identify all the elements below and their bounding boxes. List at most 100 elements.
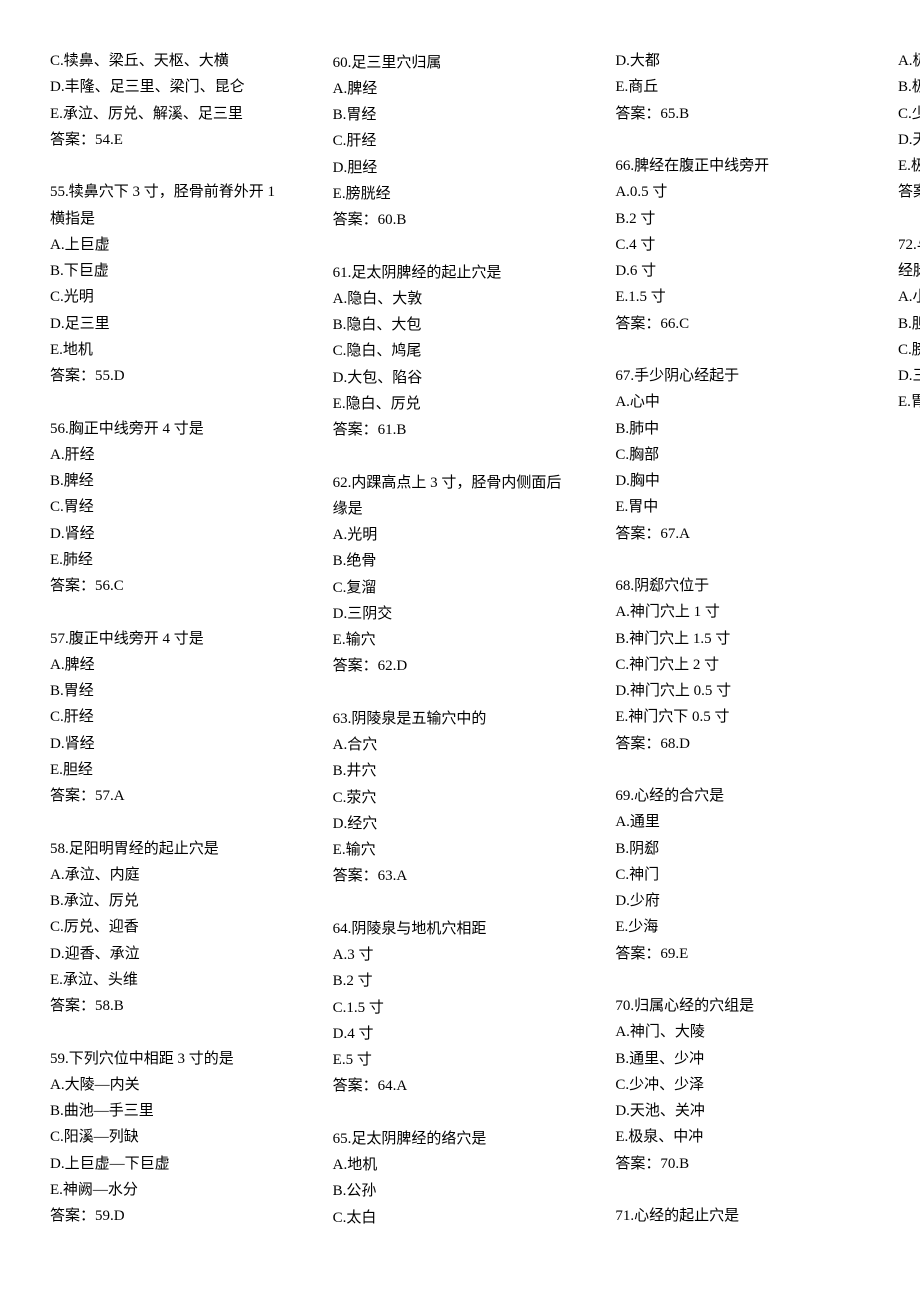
text-line: D.上巨虚—下巨虚 bbox=[50, 1151, 305, 1177]
text-line: C.少冲、少泽 bbox=[615, 1072, 870, 1098]
blank-line bbox=[615, 127, 870, 153]
text-line: C.太白 bbox=[333, 1205, 588, 1231]
text-line: E.商丘 bbox=[615, 74, 870, 100]
text-line: B.胃经 bbox=[333, 102, 588, 128]
text-line: B.井穴 bbox=[333, 758, 588, 784]
text-line: D.4 寸 bbox=[333, 1021, 588, 1047]
text-line: B.曲池—手三里 bbox=[50, 1098, 305, 1124]
text-line: B.胆经 bbox=[898, 311, 920, 337]
text-line: C.阳溪—列缺 bbox=[50, 1124, 305, 1150]
text-line: D.经穴 bbox=[333, 811, 588, 837]
text-line: C.肝经 bbox=[50, 704, 305, 730]
blank-line bbox=[615, 337, 870, 363]
text-line: A.上巨虚 bbox=[50, 232, 305, 258]
text-line: 67.手少阴心经起于 bbox=[615, 363, 870, 389]
text-line: B.2 寸 bbox=[615, 206, 870, 232]
text-line: B.胃经 bbox=[50, 678, 305, 704]
text-line: 71.心经的起止穴是 bbox=[615, 1203, 870, 1229]
text-line: 答案：60.B bbox=[333, 207, 588, 233]
text-line: B.绝骨 bbox=[333, 548, 588, 574]
text-line: A.通里 bbox=[615, 809, 870, 835]
text-line: D.足三里 bbox=[50, 311, 305, 337]
text-line: C.4 寸 bbox=[615, 232, 870, 258]
text-line: D.大都 bbox=[615, 48, 870, 74]
text-line: A.合穴 bbox=[333, 732, 588, 758]
text-line: E.极泉、中冲 bbox=[898, 153, 920, 179]
text-line: D.三阴交 bbox=[333, 601, 588, 627]
blank-line bbox=[615, 1177, 870, 1203]
text-line: E.输穴 bbox=[333, 837, 588, 863]
text-line: C.隐白、鸠尾 bbox=[333, 338, 588, 364]
text-line: D.少府 bbox=[615, 888, 870, 914]
text-line: C.膀胱经 bbox=[898, 337, 920, 363]
text-line: 69.心经的合穴是 bbox=[615, 783, 870, 809]
text-line: 70.归属心经的穴组是 bbox=[615, 993, 870, 1019]
text-line: 66.脾经在腹正中线旁开 bbox=[615, 153, 870, 179]
text-line: 61.足太阴脾经的起止穴是 bbox=[333, 260, 588, 286]
text-line: 答案：65.B bbox=[615, 101, 870, 127]
text-line: E.胃经 bbox=[898, 389, 920, 415]
text-line: C.肝经 bbox=[333, 128, 588, 154]
text-line: 答案：67.A bbox=[615, 521, 870, 547]
text-line: A.地机 bbox=[333, 1152, 588, 1178]
text-line: E.神阙—水分 bbox=[50, 1177, 305, 1203]
blank-line bbox=[333, 233, 588, 259]
text-line: B.公孙 bbox=[333, 1178, 588, 1204]
text-line: E.胃中 bbox=[615, 494, 870, 520]
blank-line bbox=[333, 1100, 588, 1126]
text-line: A.神门穴上 1 寸 bbox=[615, 599, 870, 625]
text-line: 64.阴陵泉与地机穴相距 bbox=[333, 916, 588, 942]
text-line: 答案：62.D bbox=[333, 653, 588, 679]
blank-line bbox=[50, 599, 305, 625]
text-line: D.三焦经 bbox=[898, 363, 920, 389]
text-line: C.厉兑、迎香 bbox=[50, 914, 305, 940]
text-line: D.肾经 bbox=[50, 731, 305, 757]
text-line: 答案：69.E bbox=[615, 941, 870, 967]
text-line: D.肾经 bbox=[50, 521, 305, 547]
text-line: 缘是 bbox=[333, 496, 588, 522]
text-line: 答案：61.B bbox=[333, 417, 588, 443]
blank-line bbox=[50, 809, 305, 835]
text-line: B.隐白、大包 bbox=[333, 312, 588, 338]
blank-line bbox=[50, 389, 305, 415]
text-line: D.迎香、承泣 bbox=[50, 941, 305, 967]
text-line: D.胆经 bbox=[333, 155, 588, 181]
text-line: A.小肠经 bbox=[898, 284, 920, 310]
text-line: A.0.5 寸 bbox=[615, 179, 870, 205]
text-line: 答案：58.B bbox=[50, 993, 305, 1019]
text-line: 答案：71.B bbox=[898, 179, 920, 205]
text-line: 65.足太阴脾经的络穴是 bbox=[333, 1126, 588, 1152]
text-line: 59.下列穴位中相距 3 寸的是 bbox=[50, 1046, 305, 1072]
text-line: A.承泣、内庭 bbox=[50, 862, 305, 888]
text-line: 横指是 bbox=[50, 206, 305, 232]
text-line: E.5 寸 bbox=[333, 1047, 588, 1073]
text-line: E.承泣、厉兑、解溪、足三里 bbox=[50, 101, 305, 127]
text-line: 55.犊鼻穴下 3 寸，胫骨前脊外开 1 bbox=[50, 179, 305, 205]
text-line: E.神门穴下 0.5 寸 bbox=[615, 704, 870, 730]
text-line: A.3 寸 bbox=[333, 942, 588, 968]
text-line: B.通里、少冲 bbox=[615, 1046, 870, 1072]
blank-line bbox=[333, 443, 588, 469]
text-line: B.脾经 bbox=[50, 468, 305, 494]
text-line: 60.足三里穴归属 bbox=[333, 50, 588, 76]
text-line: E.胆经 bbox=[50, 757, 305, 783]
text-line: C.神门穴上 2 寸 bbox=[615, 652, 870, 678]
text-line: 答案：70.B bbox=[615, 1151, 870, 1177]
blank-line bbox=[615, 967, 870, 993]
text-line: C.胃经 bbox=[50, 494, 305, 520]
text-line: B.肺中 bbox=[615, 416, 870, 442]
blank-line bbox=[615, 757, 870, 783]
text-line: B.神门穴上 1.5 寸 bbox=[615, 626, 870, 652]
text-line: E.膀胱经 bbox=[333, 181, 588, 207]
text-line: 答案：64.A bbox=[333, 1073, 588, 1099]
text-line: B.阴郄 bbox=[615, 836, 870, 862]
text-line: A.肝经 bbox=[50, 442, 305, 468]
text-line: C.复溜 bbox=[333, 575, 588, 601]
text-line: D.丰隆、足三里、梁门、昆仑 bbox=[50, 74, 305, 100]
text-line: A.脾经 bbox=[333, 76, 588, 102]
text-line: A.光明 bbox=[333, 522, 588, 548]
text-line: C.光明 bbox=[50, 284, 305, 310]
text-line: D.天池、关冲 bbox=[898, 127, 920, 153]
text-line: 答案：63.A bbox=[333, 863, 588, 889]
text-line: D.神门穴上 0.5 寸 bbox=[615, 678, 870, 704]
